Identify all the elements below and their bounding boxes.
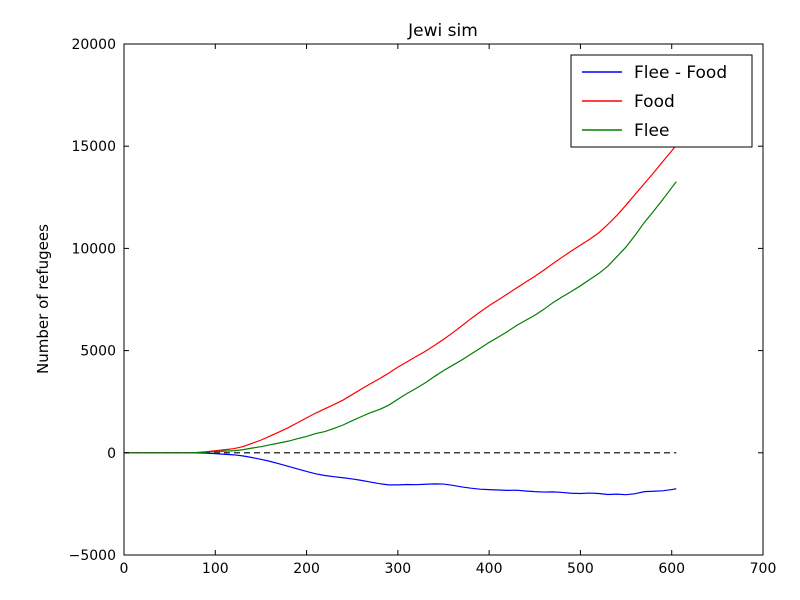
y-tick-label: 10000 (71, 241, 116, 257)
x-tick-label: 200 (293, 561, 320, 577)
legend-label: Flee (634, 121, 669, 141)
legend-label: Flee - Food (634, 63, 727, 83)
x-tick-label: 0 (120, 561, 129, 577)
x-tick-label: 600 (658, 561, 685, 577)
chart-title: Jewi sim (407, 21, 478, 41)
plot-frame (123, 43, 764, 556)
legend: Flee - Food Food Flee (570, 54, 753, 148)
y-axis-label: Number of refugees (34, 224, 52, 374)
series-line-flee-food (124, 452, 677, 496)
y-tick-label: 5000 (80, 344, 116, 360)
x-tick-label: 400 (476, 561, 503, 577)
tick-layer: 0 100 200 300 400 500 600 700−50000500010000150… (69, 37, 777, 577)
y-tick-label: 0 (107, 446, 116, 462)
series-line-flee (124, 181, 677, 454)
y-tick-label: 20000 (71, 37, 116, 53)
x-tick-label: 500 (567, 561, 594, 577)
series-layer (124, 144, 677, 496)
legend-label: Food (634, 92, 675, 112)
x-tick-label: 300 (384, 561, 411, 577)
y-tick-label: 15000 (71, 139, 116, 155)
x-tick-label: 100 (202, 561, 229, 577)
series-line-food (124, 144, 677, 454)
y-tick-label: −5000 (69, 548, 116, 564)
x-tick-label: 700 (750, 561, 777, 577)
